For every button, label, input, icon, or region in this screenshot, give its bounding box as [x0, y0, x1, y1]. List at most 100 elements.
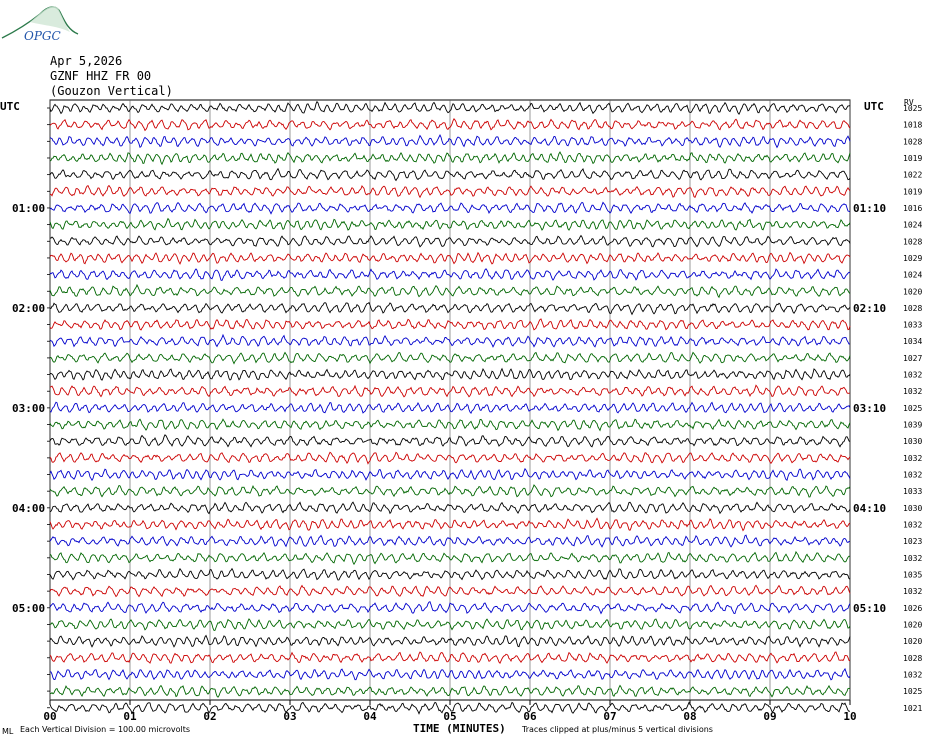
rv-value: 1033	[903, 321, 922, 330]
trace-line-23	[49, 467, 851, 482]
rv-value: 1032	[903, 521, 922, 530]
rv-value: 1039	[903, 421, 922, 430]
x-tick-label: 06	[523, 710, 537, 723]
logo-swoosh-fill-icon	[30, 6, 70, 33]
x-tick-label: 05	[443, 710, 456, 723]
trace-line-14	[49, 318, 851, 331]
rv-value: 1025	[903, 104, 922, 113]
rv-value: 1018	[903, 121, 922, 130]
trace-line-19	[49, 401, 851, 414]
trace-line-25	[49, 501, 851, 515]
x-tick-label: 10	[843, 710, 856, 723]
rv-value: 1024	[903, 271, 922, 280]
rv-value: 1032	[903, 554, 922, 563]
rv-title: RV	[904, 98, 914, 107]
rv-value: 1028	[903, 237, 922, 246]
right-hour-label: 05:10	[853, 602, 886, 615]
x-axis-label: TIME (MINUTES)	[413, 722, 506, 735]
rv-value: 1022	[903, 171, 922, 180]
trace-line-16	[49, 351, 851, 365]
x-tick-label: 01	[123, 710, 137, 723]
footer-mark: ML	[2, 727, 14, 736]
rv-value: 1020	[903, 637, 922, 646]
rv-value: 1023	[903, 537, 922, 546]
trace-line-21	[49, 434, 851, 448]
header-location: (Gouzon Vertical)	[50, 84, 173, 98]
trace-line-8	[49, 217, 851, 231]
rv-value: 1028	[903, 137, 922, 146]
rv-value: 1020	[903, 620, 922, 629]
left-hour-label: 05:00	[12, 602, 45, 615]
x-tick-label: 09	[763, 710, 776, 723]
rv-value: 1032	[903, 371, 922, 380]
rv-value: 1028	[903, 654, 922, 663]
trace-line-5	[49, 167, 851, 182]
plot-labels: UTC UTC RV TIME (MINUTES) ML Each Vertic…	[0, 98, 922, 736]
rv-value: 1024	[903, 221, 922, 230]
trace-line-9	[49, 234, 851, 248]
rv-value: 1025	[903, 687, 922, 696]
x-tick-label: 02	[203, 710, 216, 723]
trace-line-36	[50, 684, 851, 698]
logo-text: OPGC	[24, 29, 61, 43]
footer-right: Traces clipped at plus/minus 5 vertical …	[521, 725, 713, 734]
rv-value: 1029	[903, 254, 922, 263]
trace-line-17	[49, 367, 851, 381]
left-hour-label: 03:00	[12, 402, 45, 415]
seismic-traces	[49, 100, 851, 715]
trace-line-32	[49, 618, 851, 631]
trace-line-18	[49, 384, 851, 398]
trace-line-37	[49, 701, 851, 715]
trace-line-24	[49, 484, 851, 498]
trace-line-29	[49, 567, 851, 581]
rv-value: 1032	[903, 471, 922, 480]
x-tick-label: 03	[283, 710, 296, 723]
left-hour-label: 04:00	[12, 502, 45, 515]
trace-line-35	[49, 667, 851, 681]
rv-value: 1026	[903, 604, 922, 613]
trace-line-13	[49, 301, 851, 316]
trace-line-2	[49, 117, 851, 132]
trace-line-1	[49, 100, 851, 115]
rv-value: 1016	[903, 204, 922, 213]
rv-value: 1020	[903, 287, 922, 296]
trace-line-28	[49, 550, 851, 566]
trace-line-30	[49, 584, 851, 598]
rv-value: 1028	[903, 304, 922, 313]
rv-value: 1030	[903, 504, 922, 513]
rv-value: 1019	[903, 154, 922, 163]
rv-value: 1032	[903, 670, 922, 679]
trace-line-10	[49, 251, 851, 265]
trace-line-26	[49, 517, 851, 532]
trace-line-22	[49, 451, 851, 465]
left-hour-label: 02:00	[12, 302, 45, 315]
trace-line-15	[49, 333, 851, 348]
opgc-logo: OPGC	[1, 6, 79, 43]
header-station: GZNF HHZ FR 00	[50, 69, 152, 83]
x-tick-label: 00	[43, 710, 56, 723]
rv-value: 1030	[903, 437, 922, 446]
right-utc-title: UTC	[864, 100, 884, 113]
rv-value: 1025	[903, 404, 922, 413]
header-date: Apr 5,2026	[50, 54, 123, 68]
plot-grid	[47, 99, 851, 709]
rv-value: 1033	[903, 487, 922, 496]
trace-line-27	[49, 534, 851, 548]
rv-value: 1034	[903, 337, 922, 346]
trace-line-6	[49, 184, 851, 199]
trace-line-11	[49, 268, 851, 282]
rv-value: 1032	[903, 387, 922, 396]
trace-line-7	[49, 201, 851, 215]
right-hour-label: 03:10	[853, 402, 886, 415]
trace-line-33	[49, 634, 851, 648]
rv-value: 1032	[903, 587, 922, 596]
x-tick-label: 04	[363, 710, 377, 723]
trace-line-12	[49, 283, 851, 299]
x-tick-label: 07	[603, 710, 616, 723]
right-hour-label: 02:10	[853, 302, 886, 315]
footer-left: Each Vertical Division = 100.00 microvol…	[20, 725, 190, 734]
trace-line-31	[49, 601, 851, 615]
left-hour-label: 01:00	[12, 202, 45, 215]
right-hour-label: 01:10	[853, 202, 886, 215]
